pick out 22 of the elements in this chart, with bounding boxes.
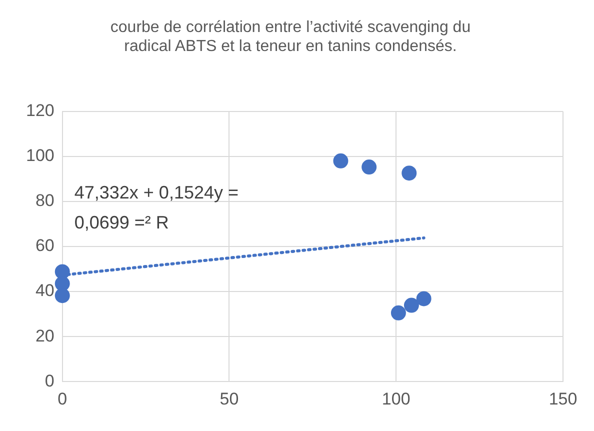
- y-tick-label: 80: [35, 191, 54, 210]
- y-tick-label: 20: [35, 326, 54, 346]
- point: [362, 160, 377, 175]
- point: [404, 298, 419, 313]
- point: [54, 288, 70, 304]
- point: [54, 276, 70, 292]
- x-tick-label: 100: [382, 389, 410, 408]
- y-tick-label: 100: [26, 146, 54, 166]
- point: [416, 291, 432, 306]
- y-tick-label: 0: [44, 371, 54, 390]
- chart-title: courbe de corrélation entre l’activité scavenging du radical ABTS et la teneur en tanins condensés.: [110, 19, 471, 56]
- point: [390, 305, 406, 320]
- x-tick-label: 0: [58, 389, 68, 408]
- y-tick-label: 120: [26, 101, 54, 120]
- annotation: 47,332x + 0,1524y =: [74, 182, 239, 202]
- point: [333, 153, 348, 168]
- annotation: 0,0699 =² R: [74, 212, 169, 232]
- y-tick-label: 40: [35, 281, 54, 300]
- y-tick-label: 60: [35, 236, 54, 256]
- x-tick-label: 150: [548, 389, 578, 408]
- x-tick-label: 50: [220, 389, 239, 408]
- point: [402, 166, 417, 181]
